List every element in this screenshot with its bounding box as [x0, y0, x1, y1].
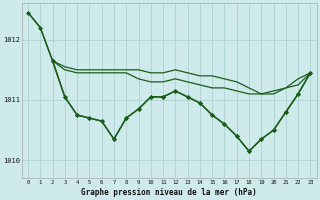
- X-axis label: Graphe pression niveau de la mer (hPa): Graphe pression niveau de la mer (hPa): [81, 188, 257, 197]
